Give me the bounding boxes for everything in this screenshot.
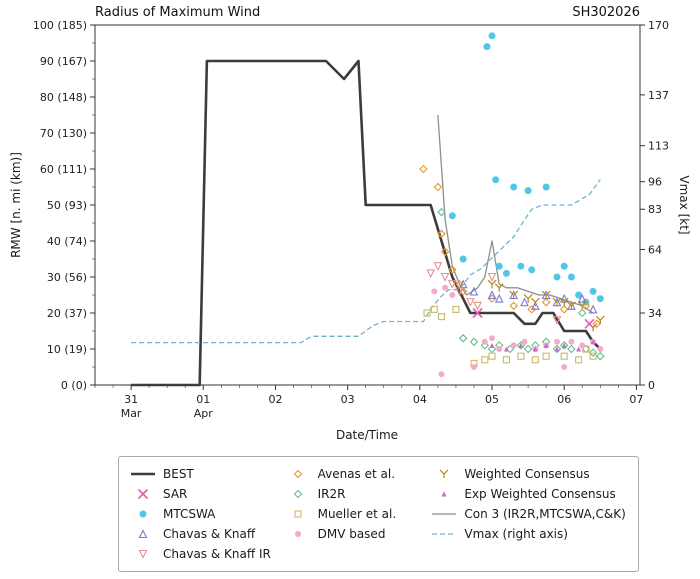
mueller-et-al-marker-icon [294,510,302,518]
x-tick-month-label: Apr [194,407,214,420]
legend-label: Weighted Consensus [464,467,590,481]
legend-item-mueller-et-al: Mueller et al. [284,504,431,524]
legend-item-weighted-consensus: Weighted Consensus [430,464,628,484]
y-left-tick-label: 30 (56) [47,271,87,284]
legend-label: DMV based [317,527,386,541]
legend-item-ir2r: IR2R [284,484,431,504]
legend-label: Mueller et al. [317,507,397,521]
chavas-knaff-marker-icon [138,529,148,539]
legend-item-chavas-knaff-ir: Chavas & Knaff IR [129,544,284,564]
x-tick-label: 31 [124,393,138,406]
y-right-tick-label: 113 [648,140,669,153]
legend-item-vmax-right-axis: Vmax (right axis) [430,524,628,544]
y-left-tick-label: 50 (93) [47,199,87,212]
legend-label: Exp Weighted Consensus [464,487,616,501]
x-tick-label: 04 [413,393,427,406]
avenas-et-al-marker-icon [293,469,302,479]
legend-column-1: BEST SAR MTCSWA Chavas & Knaff Chavas & Knaf… [129,464,284,564]
y-right-tick-label: 34 [648,307,662,320]
x-axis-label: Date/Time [335,428,399,442]
legend-column-2: Avenas et al. IR2R Mueller et al. DMV based [284,464,431,564]
weighted-consensus-marker-icon [439,469,449,478]
legend-label: Chavas & Knaff IR [163,547,271,561]
series-vmax-right-axis [131,179,601,344]
y-left-tick-label: 0 (0) [61,379,87,392]
y-left-tick-label: 80 (148) [40,91,87,104]
legend-item-dmv-based: DMV based [284,524,431,544]
legend-label: Chavas & Knaff [163,527,256,541]
sar-marker-icon [137,488,149,500]
series-chavas-knaff-ir [426,262,562,325]
legend-label: IR2R [317,487,346,501]
y-left-tick-label: 90 (167) [40,55,87,68]
legend-item-best: BEST [129,464,284,484]
dmv-based-marker-icon [294,531,301,537]
series-best [131,59,602,387]
y-right-tick-label: 96 [648,176,662,189]
legend-item-exp-weighted-consensus: Exp Weighted Consensus [430,484,628,504]
y-right-tick-label: 83 [648,203,662,216]
y-left-tick-label: 100 (185) [33,19,87,32]
y-left-tick-label: 70 (130) [40,127,87,140]
exp-weighted-consensus-marker-icon [441,491,447,497]
y-left-tick-label: 10 (19) [47,343,87,356]
legend-label: Avenas et al. [317,467,396,481]
legend: BEST SAR MTCSWA Chavas & Knaff Chavas & Knaf… [118,456,639,572]
con-3-ir2r-mtcswa-c-k-marker-icon [432,513,457,515]
series-mtcswa [448,32,604,306]
y-left-tick-label: 20 (37) [47,307,87,320]
y-left-tick-label: 40 (74) [47,235,87,248]
vmax-right-axis-marker-icon [432,533,457,535]
legend-column-3: Weighted Consensus Exp Weighted Consensus… [430,464,628,564]
series-mueller-et-al [423,305,597,367]
legend-item-chavas-knaff: Chavas & Knaff [129,524,284,544]
y-right-tick-label: 170 [648,19,669,32]
storm-id: SH302026 [572,5,640,20]
legend-label: BEST [163,467,194,481]
series-sar [472,307,595,329]
y-left-tick-label: 60 (111) [40,163,87,176]
y-right-tick-label: 64 [648,243,662,256]
series-exp-weighted-consensus [489,339,596,352]
legend-item-sar: SAR [129,484,284,504]
best-marker-icon [131,472,155,476]
chart-title: Radius of Maximum Wind [95,5,261,20]
legend-item-mtcswa: MTCSWA [129,504,284,524]
x-tick-label: 02 [268,393,282,406]
ir2r-marker-icon [293,489,302,499]
series-weighted-consensus [487,279,605,332]
mtcswa-marker-icon [139,510,147,518]
x-tick-label: 03 [341,393,355,406]
legend-item-avenas-et-al: Avenas et al. [284,464,431,484]
x-tick-label: 07 [629,393,643,406]
y-right-tick-label: 0 [648,379,655,392]
legend-label: Vmax (right axis) [464,527,568,541]
x-tick-label: 06 [557,393,571,406]
x-tick-month-label: Mar [121,407,142,420]
y-right-tick-label: 137 [648,89,669,102]
series-dmv-based [431,284,604,378]
legend-label: MTCSWA [163,507,216,521]
x-tick-label: 01 [196,393,210,406]
x-tick-label: 05 [485,393,499,406]
legend-item-con-3-ir2r-mtcswa-c-k: Con 3 (IR2R,MTCSWA,C&K) [430,504,628,524]
legend-label: Con 3 (IR2R,MTCSWA,C&K) [464,507,626,521]
legend-label: SAR [163,487,188,501]
chavas-knaff-ir-marker-icon [138,549,148,559]
series-con-3-ir2r-mtcswa-c-k [437,114,594,314]
